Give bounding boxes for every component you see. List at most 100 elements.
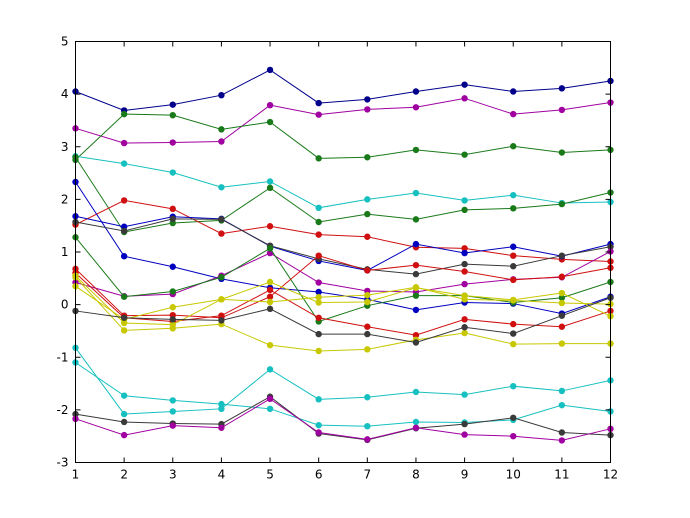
data-point — [510, 297, 517, 304]
series-6-line — [75, 199, 611, 262]
data-point — [120, 293, 128, 300]
data-point — [364, 330, 371, 338]
data-point — [558, 289, 566, 297]
x-tick-label: 1 — [72, 468, 80, 482]
data-point — [218, 230, 225, 237]
data-point — [218, 184, 225, 191]
data-point — [315, 204, 322, 211]
x-tick-label: 7 — [363, 468, 371, 482]
data-point — [461, 280, 468, 288]
data-point — [169, 169, 176, 176]
data-point — [266, 245, 274, 252]
data-point — [558, 149, 566, 156]
data-point — [120, 110, 128, 118]
data-point — [510, 414, 517, 421]
data-point — [266, 184, 274, 191]
data-point — [364, 422, 371, 430]
data-point — [120, 314, 128, 321]
x-tick-label: 6 — [315, 468, 323, 482]
data-point — [412, 339, 420, 346]
x-tick-label: 11 — [554, 468, 569, 482]
data-point — [169, 321, 176, 328]
series-18-line — [75, 347, 611, 415]
data-point — [412, 284, 420, 291]
data-point — [169, 139, 176, 146]
data-point — [266, 223, 274, 230]
data-point — [558, 273, 566, 280]
series-21-line — [75, 398, 611, 441]
data-point — [461, 245, 468, 252]
data-point — [510, 191, 517, 199]
data-point — [364, 267, 371, 274]
series-8-line — [75, 181, 611, 315]
data-point — [218, 400, 225, 408]
data-point — [510, 110, 517, 118]
data-point — [364, 394, 371, 401]
series-14-line — [75, 276, 611, 352]
data-point — [315, 396, 322, 403]
data-point — [461, 324, 468, 331]
data-point — [461, 95, 468, 102]
y-tick-label: 4 — [61, 87, 69, 101]
data-point — [412, 88, 420, 95]
data-point — [120, 227, 128, 235]
data-point — [558, 429, 566, 436]
data-point — [364, 436, 371, 443]
data-point — [218, 405, 225, 413]
data-point — [218, 274, 225, 281]
data-point — [510, 88, 517, 95]
data-point — [315, 252, 322, 259]
series-15-line — [75, 281, 611, 320]
data-point — [461, 197, 468, 204]
data-point — [315, 231, 322, 238]
data-point — [315, 421, 322, 429]
y-tick-label: 2 — [61, 192, 69, 206]
data-point — [510, 263, 517, 270]
data-point — [558, 294, 566, 301]
data-point — [412, 216, 420, 223]
series-2 — [72, 95, 614, 147]
data-point — [558, 299, 566, 307]
data-point — [169, 111, 176, 119]
data-point — [510, 276, 517, 284]
data-point — [510, 382, 517, 390]
data-point — [364, 323, 371, 330]
data-point — [558, 85, 566, 92]
series-16 — [72, 272, 614, 328]
data-point — [510, 432, 517, 440]
series-19 — [72, 359, 614, 430]
data-point — [120, 319, 128, 327]
data-point — [412, 388, 420, 396]
data-point — [120, 197, 128, 204]
data-point — [266, 66, 274, 74]
data-point — [558, 312, 566, 319]
data-point — [315, 314, 322, 321]
data-point — [364, 96, 371, 103]
data-point — [169, 101, 176, 108]
x-tick-label: 5 — [266, 468, 274, 482]
data-point — [364, 233, 371, 240]
data-point — [315, 218, 322, 226]
data-point — [266, 366, 274, 373]
series-1-line — [75, 69, 611, 111]
data-point — [266, 293, 274, 300]
series-19-line — [75, 362, 611, 427]
data-point — [364, 298, 371, 306]
data-point — [412, 240, 420, 248]
data-point — [510, 340, 517, 348]
series-9-line — [75, 218, 611, 275]
data-point — [266, 101, 274, 109]
series-17-line — [75, 297, 611, 344]
data-point — [461, 249, 468, 257]
data-point — [510, 330, 517, 337]
data-point — [315, 330, 322, 338]
data-point — [412, 146, 420, 154]
data-point — [218, 138, 225, 145]
y-tick-label: -3 — [57, 456, 69, 470]
data-point — [266, 395, 274, 403]
data-point — [169, 215, 176, 223]
data-point — [510, 243, 517, 250]
series-16-line — [75, 275, 611, 326]
data-point — [558, 252, 566, 259]
series-17 — [72, 294, 614, 346]
